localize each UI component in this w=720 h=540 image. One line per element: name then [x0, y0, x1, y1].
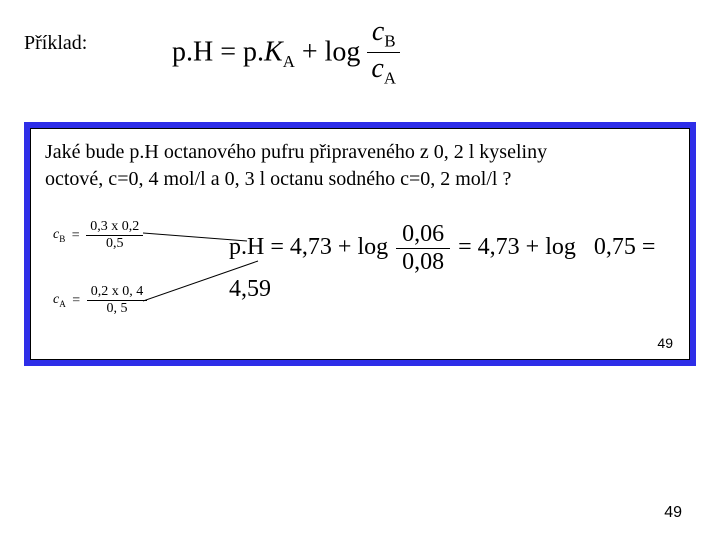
question-text: Jaké bude p.H octanového pufru připraven… [45, 139, 675, 193]
ca-equals: = [72, 293, 80, 309]
mf-sp [582, 234, 588, 260]
cb-den: 0,5 [86, 236, 143, 252]
content-inner: Jaké bude p.H octanového pufru připraven… [30, 128, 690, 360]
frac-num: cB [367, 16, 400, 53]
mf-v1: 4,73 [290, 234, 332, 260]
cb-sub: B [59, 234, 65, 244]
mf-lhs: p.H [229, 234, 264, 260]
mf-eq2: = [458, 234, 478, 260]
fraction: cB cA [367, 16, 400, 88]
slide: Příklad: p.H = p.KA + log cB cA Jaké bud… [0, 0, 720, 540]
b-sub: B [384, 32, 395, 51]
c-den: c [371, 53, 383, 84]
mf-plus2: + [526, 234, 546, 260]
ca-var: cA [53, 292, 66, 309]
mf-eq1: = [270, 234, 290, 260]
mf-v2: 4,73 [478, 234, 520, 260]
plus: + [302, 37, 325, 68]
mf-plus1: + [338, 234, 358, 260]
content-box: Jaké bude p.H octanového pufru připraven… [24, 122, 696, 366]
c-num: c [372, 16, 384, 47]
cb-equation: cB = 0,3 x 0,2 0,5 [53, 219, 143, 252]
ph-lhs: p.H [172, 37, 213, 68]
ca-sub: A [59, 299, 66, 309]
mf-frac: 0,06 0,08 [396, 221, 450, 276]
mf-num: 0,06 [396, 221, 450, 249]
A-sub: A [283, 52, 295, 71]
frac-den: cA [367, 53, 400, 89]
mf-eq3: = [642, 234, 656, 260]
mf-log2: log [545, 234, 576, 260]
equals: = [220, 37, 243, 68]
mf-v3: 0,75 [594, 234, 636, 260]
q-line1: Jaké bude p.H octanového pufru připraven… [45, 141, 547, 163]
cb-var: cB [53, 227, 65, 244]
cb-frac: 0,3 x 0,2 0,5 [86, 219, 143, 252]
henderson-formula: p.H = p.KA + log cB cA [172, 18, 400, 90]
cb-equals: = [72, 228, 80, 244]
q-line2: octové, c=0, 4 mol/l a 0, 3 l octanu sod… [45, 168, 511, 190]
log: log [325, 37, 361, 68]
p-prefix: p. [243, 37, 264, 68]
mf-v4: 4,59 [229, 276, 271, 302]
ca-num: 0,2 x 0, 4 [87, 284, 148, 301]
cb-num: 0,3 x 0,2 [86, 219, 143, 236]
mf-log: log [357, 234, 388, 260]
ca-den: 0, 5 [87, 301, 148, 317]
ca-frac: 0,2 x 0, 4 0, 5 [87, 284, 148, 317]
ca-equation: cA = 0,2 x 0, 4 0, 5 [53, 284, 147, 317]
example-label: Příklad: [24, 32, 87, 55]
page-number-slide: 49 [664, 504, 682, 522]
page-number-inner: 49 [657, 335, 673, 351]
mf-den: 0,08 [396, 249, 450, 276]
a-sub: A [384, 68, 396, 87]
main-calculation: p.H = 4,73 + log 0,06 0,08 = 4,73 + log … [229, 221, 689, 303]
K: K [264, 37, 283, 68]
